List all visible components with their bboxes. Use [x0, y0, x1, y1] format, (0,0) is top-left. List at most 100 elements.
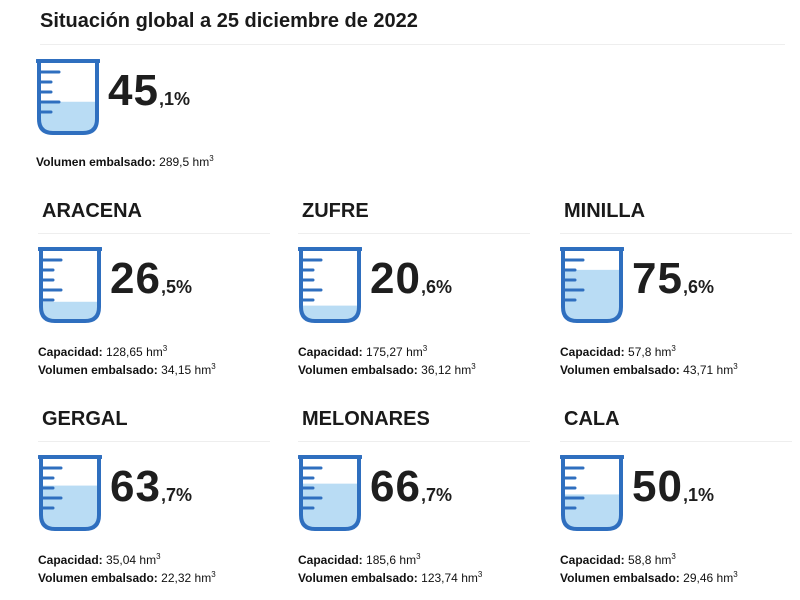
percent-int: 66 — [370, 462, 421, 511]
percent-int: 20 — [370, 254, 421, 303]
water-level-fill — [41, 301, 99, 321]
percent-dec: ,7% — [420, 485, 452, 505]
capacity-value: 58,8 hm — [628, 553, 672, 567]
global-volume: Volumen embalsado: 289,5 hm3 — [36, 154, 214, 170]
unit-exponent: 3 — [733, 362, 738, 371]
volume-label: Volumen embalsado: — [560, 363, 680, 377]
reservoir-info: Capacidad: 175,27 hm3 Volumen embalsado:… — [298, 343, 476, 379]
capacity-row: Capacidad: 35,04 hm3 — [38, 551, 216, 569]
water-level-fill — [301, 305, 359, 321]
capacity-row: Capacidad: 185,6 hm3 — [298, 551, 482, 569]
global-volume-value: 289,5 hm — [159, 155, 210, 169]
unit-exponent: 3 — [209, 154, 214, 163]
capacity-row: Capacidad: 57,8 hm3 — [560, 343, 738, 361]
global-percent-int: 45 — [108, 66, 159, 115]
reservoir-card-aracena: ARACENA 26,5% Capacidad: 128,65 hm3 Volu… — [38, 200, 278, 390]
card-divider — [38, 441, 270, 442]
reservoir-card-minilla: MINILLA 75,6% Capacidad: 57,8 hm3 Volume… — [560, 200, 800, 390]
global-percentage: 45,1% — [108, 66, 190, 116]
unit-exponent: 3 — [671, 552, 676, 561]
capacity-value: 185,6 hm — [366, 553, 417, 567]
level-block: 63,7% — [38, 454, 192, 534]
capacity-label: Capacidad: — [560, 553, 625, 567]
card-divider — [298, 233, 530, 234]
reservoir-name: ZUFRE — [302, 200, 369, 222]
card-divider — [560, 233, 792, 234]
cup-outline — [299, 249, 361, 323]
volume-label: Volumen embalsado: — [298, 363, 418, 377]
reservoir-name: GERGAL — [42, 408, 128, 430]
card-divider — [38, 233, 270, 234]
reservoir-name: CALA — [564, 408, 620, 430]
global-volume-label: Volumen embalsado: — [36, 155, 156, 169]
volume-label: Volumen embalsado: — [560, 571, 680, 585]
reservoir-percentage: 20,6% — [370, 254, 452, 304]
unit-exponent: 3 — [156, 552, 161, 561]
percent-dec: ,5% — [160, 277, 192, 297]
reservoir-percentage: 75,6% — [632, 254, 714, 304]
water-level-fill — [563, 269, 621, 321]
reservoir-info: Capacidad: 128,65 hm3 Volumen embalsado:… — [38, 343, 216, 379]
level-block: 50,1% — [560, 454, 714, 534]
level-block: 66,7% — [298, 454, 452, 534]
volume-label: Volumen embalsado: — [298, 571, 418, 585]
capacity-value: 128,65 hm — [106, 345, 163, 359]
measuring-cup-icon — [298, 455, 362, 531]
percent-dec: ,6% — [420, 277, 452, 297]
unit-exponent: 3 — [422, 344, 428, 353]
capacity-value: 57,8 hm — [628, 345, 672, 359]
card-divider — [298, 441, 530, 442]
capacity-label: Capacidad: — [560, 345, 625, 359]
reservoir-info: Capacidad: 57,8 hm3 Volumen embalsado: 4… — [560, 343, 738, 379]
reservoir-percentage: 50,1% — [632, 462, 714, 512]
volume-value: 43,71 hm — [683, 363, 734, 377]
measuring-cup-icon — [36, 59, 100, 135]
cup-outline — [299, 457, 361, 531]
capacity-label: Capacidad: — [38, 553, 103, 567]
reservoir-percentage: 66,7% — [370, 462, 452, 512]
reservoir-card-cala: CALA 50,1% Capacidad: 58,8 hm3 Volumen e… — [560, 408, 800, 598]
level-block: 20,6% — [298, 246, 452, 326]
unit-exponent: 3 — [416, 552, 421, 561]
reservoir-card-melonares: MELONARES 66,7% Capacidad: 185,6 hm3 Vol… — [298, 408, 538, 598]
reservoir-name: MINILLA — [564, 200, 646, 222]
capacity-label: Capacidad: — [298, 553, 363, 567]
unit-exponent: 3 — [671, 344, 676, 353]
capacity-label: Capacidad: — [298, 345, 363, 359]
cup-outline — [561, 249, 623, 323]
reservoir-info: Capacidad: 185,6 hm3 Volumen embalsado: … — [298, 551, 482, 587]
percent-int: 26 — [110, 254, 161, 303]
reservoir-name: ARACENA — [42, 200, 142, 222]
percent-dec: ,6% — [682, 277, 714, 297]
volume-row: Volumen embalsado: 22,32 hm3 — [38, 569, 216, 587]
measuring-cup-icon — [560, 247, 624, 323]
reservoir-percentage: 63,7% — [110, 462, 192, 512]
reservoir-info: Capacidad: 58,8 hm3 Volumen embalsado: 2… — [560, 551, 738, 587]
volume-value: 123,74 hm — [421, 571, 478, 585]
card-divider — [560, 441, 792, 442]
percent-int: 75 — [632, 254, 683, 303]
volume-row: Volumen embalsado: 36,12 hm3 — [298, 361, 476, 379]
percent-dec: ,7% — [160, 485, 192, 505]
volume-value: 36,12 hm — [421, 363, 472, 377]
volume-row: Volumen embalsado: 43,71 hm3 — [560, 361, 738, 379]
volume-row: Volumen embalsado: 123,74 hm3 — [298, 569, 482, 587]
global-level-block: 45,1% — [36, 58, 190, 138]
cup-outline — [39, 457, 101, 531]
capacity-label: Capacidad: — [38, 345, 103, 359]
capacity-row: Capacidad: 175,27 hm3 — [298, 343, 476, 361]
water-level-fill — [563, 494, 621, 529]
measuring-cup-icon — [38, 247, 102, 323]
measuring-cup-icon — [298, 247, 362, 323]
reservoir-name: MELONARES — [302, 408, 430, 430]
water-level-fill — [301, 483, 359, 529]
volume-row: Volumen embalsado: 29,46 hm3 — [560, 569, 738, 587]
reservoir-info: Capacidad: 35,04 hm3 Volumen embalsado: … — [38, 551, 216, 587]
unit-exponent: 3 — [162, 344, 168, 353]
volume-value: 29,46 hm — [683, 571, 734, 585]
percent-int: 50 — [632, 462, 683, 511]
measuring-cup-icon — [560, 455, 624, 531]
reservoir-percentage: 26,5% — [110, 254, 192, 304]
measuring-cup-icon — [38, 455, 102, 531]
percent-dec: ,1% — [682, 485, 714, 505]
